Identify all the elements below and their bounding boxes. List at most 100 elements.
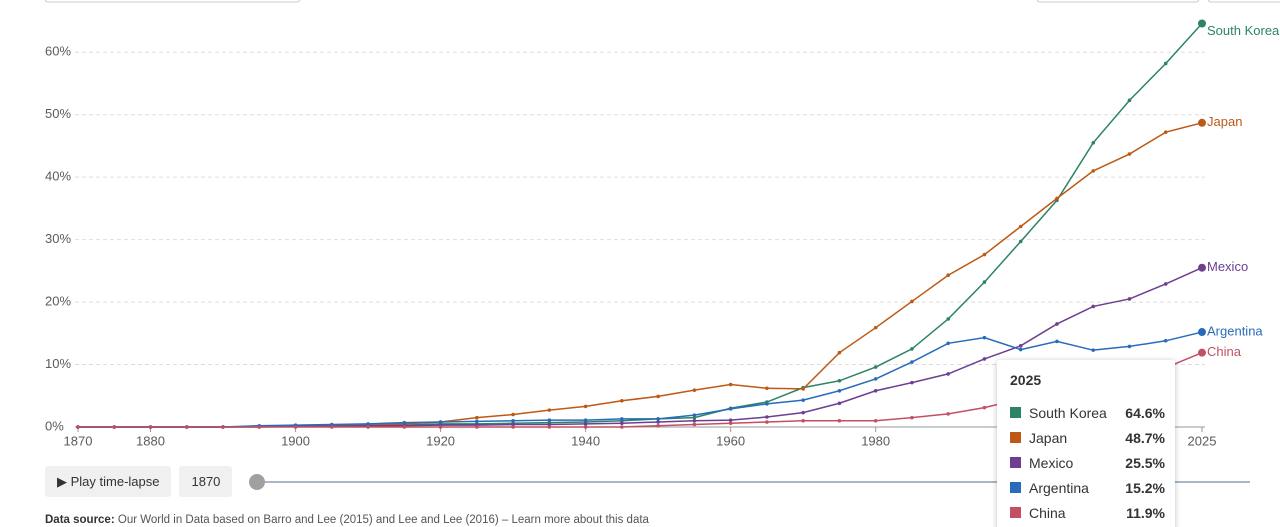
- data-point: [946, 372, 950, 376]
- y-tick-label: 10%: [45, 356, 71, 371]
- footer-text: Our World in Data based on Barro and Lee…: [117, 514, 649, 526]
- data-point: [1055, 322, 1059, 326]
- data-point: [475, 415, 479, 420]
- y-tick-label: 0%: [45, 418, 64, 433]
- data-point: [1018, 239, 1023, 244]
- data-point: [511, 422, 515, 427]
- top-control[interactable]: [1207, 0, 1280, 3]
- data-point: [438, 425, 443, 429]
- data-point: [1127, 152, 1132, 156]
- data-point: [910, 360, 914, 364]
- data-point: [656, 417, 660, 421]
- data-point: [837, 350, 842, 355]
- data-point: [1127, 297, 1132, 301]
- data-point: [1127, 98, 1132, 103]
- data-point: [475, 419, 479, 424]
- data-point: [656, 423, 660, 428]
- series-end-label: Mexico: [1207, 259, 1248, 274]
- data-point: [1055, 339, 1059, 344]
- data-point: [1091, 304, 1096, 309]
- tooltip-swatch: [1010, 482, 1021, 493]
- data-point: [837, 388, 842, 393]
- data-point: [692, 422, 697, 427]
- tooltip-row: Japan 48.7%: [1010, 425, 1165, 450]
- data-point: [765, 420, 769, 424]
- data-point: [547, 425, 552, 429]
- x-tick-label: 2025: [1188, 433, 1217, 448]
- data-point: [511, 412, 515, 417]
- tooltip-title: 2025: [1010, 372, 1042, 388]
- top-control[interactable]: [44, 0, 301, 3]
- play-label: Play time-lapse: [70, 474, 160, 489]
- data-point: [438, 420, 443, 424]
- data-point: [1163, 130, 1168, 134]
- tooltip-value: 11.9%: [1126, 504, 1165, 521]
- data-point: [873, 325, 878, 330]
- data-point: [1018, 224, 1023, 229]
- data-point: [1055, 196, 1059, 201]
- data-point: [982, 280, 987, 284]
- data-point: [402, 420, 407, 425]
- data-point: [910, 299, 914, 304]
- x-tick-label: 1960: [716, 433, 745, 448]
- data-point: [148, 425, 153, 429]
- x-tick-label: 1920: [426, 433, 455, 448]
- data-point: [656, 394, 660, 399]
- data-point: [728, 407, 733, 411]
- tooltip-swatch: [1010, 407, 1021, 418]
- data-point: [583, 422, 588, 426]
- data-point: [1198, 118, 1206, 127]
- data-point: [982, 405, 987, 410]
- data-point: [1163, 339, 1168, 343]
- data-point: [1198, 328, 1206, 337]
- data-point: [330, 425, 334, 429]
- data-point: [656, 420, 660, 424]
- data-point: [112, 425, 117, 429]
- data-point: [873, 388, 878, 393]
- data-point: [728, 421, 733, 426]
- data-point: [1198, 263, 1206, 272]
- data-point: [910, 347, 914, 351]
- data-point: [475, 425, 479, 429]
- start-year[interactable]: 1870: [179, 466, 233, 497]
- tooltip-series-name: Argentina: [1029, 479, 1089, 496]
- data-point: [1018, 344, 1023, 348]
- data-point: [837, 378, 842, 383]
- timeline-controls: ▶ Play time-lapse 1870: [45, 466, 233, 497]
- data-point: [547, 408, 552, 412]
- play-button[interactable]: ▶ Play time-lapse: [45, 466, 172, 497]
- data-point: [511, 425, 515, 429]
- data-point: [547, 422, 552, 427]
- data-point: [620, 425, 624, 429]
- series-end-label: Japan: [1207, 114, 1242, 129]
- footer-label: Data source:: [45, 514, 115, 526]
- slider-handle[interactable]: [249, 474, 265, 490]
- data-point: [982, 357, 987, 361]
- y-tick-label: 20%: [45, 294, 71, 309]
- data-point: [620, 417, 624, 421]
- tooltip-swatch: [1010, 457, 1021, 468]
- data-point: [765, 415, 769, 419]
- data-point: [873, 418, 878, 423]
- data-point: [692, 388, 697, 392]
- x-tick-label: 1880: [136, 433, 165, 448]
- data-point: [692, 418, 697, 423]
- data-point: [583, 418, 588, 422]
- series-end-label: China: [1207, 344, 1242, 359]
- data-point: [873, 377, 878, 381]
- data-point: [692, 413, 697, 417]
- y-tick-label: 60%: [45, 44, 71, 59]
- data-point: [946, 412, 950, 416]
- data-point: [1091, 141, 1096, 145]
- footer: Data source: Our World in Data based on …: [45, 514, 649, 526]
- data-point: [910, 380, 914, 385]
- data-point: [801, 410, 805, 415]
- data-point: [221, 425, 225, 429]
- data-point: [366, 422, 370, 426]
- top-control[interactable]: [1036, 0, 1200, 3]
- tooltip-swatch: [1010, 432, 1021, 443]
- tooltip-value: 64.6%: [1125, 404, 1165, 421]
- data-point: [1163, 61, 1168, 66]
- data-point: [837, 401, 842, 406]
